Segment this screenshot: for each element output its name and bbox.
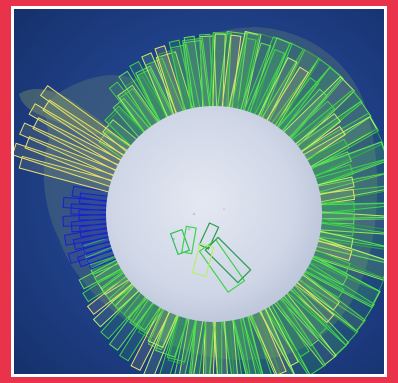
antarctic-peninsula	[19, 89, 114, 135]
ice-plateau	[106, 106, 322, 322]
image-frame	[11, 6, 387, 377]
polar-map-icon	[14, 9, 384, 374]
antarctica-satellite-footprint-map	[14, 9, 384, 374]
polar-inner-footprints	[169, 222, 252, 294]
